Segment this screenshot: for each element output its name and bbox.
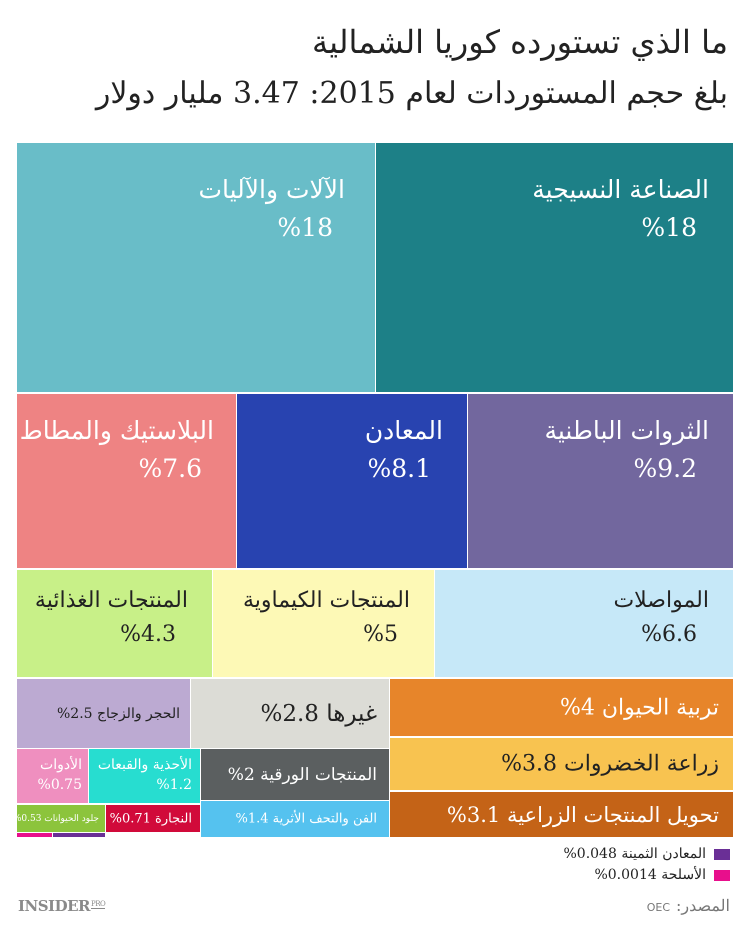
cell-paper: المنتجات الورقية 2% bbox=[200, 748, 390, 801]
page-subtitle: بلغ حجم المستوردات لعام 2015: 3.47 مليار… bbox=[95, 76, 728, 111]
cell-stone: الحجر والزجاج 2.5% bbox=[16, 678, 191, 749]
cell-other: غيرها 2.8% bbox=[190, 678, 390, 749]
cell-label: الحجر والزجاج 2.5% bbox=[56, 705, 180, 722]
legend-swatch-icon bbox=[714, 869, 730, 881]
source-label: المصدر: bbox=[676, 896, 730, 915]
cell-label: المعادن bbox=[364, 416, 443, 445]
cell-plastics: البلاستيك والمطاط %7.6 bbox=[16, 393, 237, 569]
legend-label: الأسلحة 0.0014% bbox=[594, 867, 706, 883]
cell-label: زراعة الخضروات 3.8% bbox=[501, 751, 719, 777]
cell-textile: الصناعة النسيجية %18 bbox=[375, 142, 734, 393]
cell-value: %7.6 bbox=[138, 454, 202, 483]
cell-label: تربية الحيوان 4% bbox=[560, 695, 719, 720]
cell-label: الآلات والآليات bbox=[198, 175, 345, 204]
cell-label: المواصلات bbox=[613, 588, 709, 613]
cell-footwear: الأحذية والقبعات %1.2 bbox=[88, 748, 201, 804]
brand-name: INSIDER bbox=[18, 897, 90, 915]
cell-metals: المعادن %8.1 bbox=[236, 393, 468, 569]
cell-label: جلود الحيوانات 0.53% bbox=[17, 813, 99, 824]
cell-chemicals: المنتجات الكيماوية %5 bbox=[212, 569, 435, 678]
source-value: OEC bbox=[646, 901, 671, 914]
brand-logo: INSIDERPRO bbox=[18, 897, 106, 915]
brand-suffix: PRO bbox=[90, 900, 106, 909]
cell-label: المنتجات الكيماوية bbox=[243, 588, 410, 613]
cell-skins: جلود الحيوانات 0.53% bbox=[16, 804, 106, 833]
cell-animal: تربية الحيوان 4% bbox=[389, 678, 734, 737]
cell-value: %4.3 bbox=[120, 622, 176, 647]
cell-label: الأحذية والقبعات bbox=[97, 757, 192, 773]
page-title: ما الذي تستورده كوريا الشمالية bbox=[311, 23, 728, 61]
cell-value: %0.75 bbox=[37, 777, 82, 793]
cell-agri: تحويل المنتجات الزراعية 3.1% bbox=[389, 791, 734, 838]
cell-label: تحويل المنتجات الزراعية 3.1% bbox=[446, 802, 719, 827]
cell-machines: الآلات والآليات %18 bbox=[16, 142, 376, 393]
source-credit: المصدر: OEC bbox=[647, 896, 730, 915]
cell-art: الفن والتحف الأثرية 1.4% bbox=[200, 800, 390, 838]
legend-item-precious: المعادن الثمينة 0.048% bbox=[563, 846, 730, 862]
cell-value: %18 bbox=[277, 213, 333, 242]
cell-value: %6.6 bbox=[641, 622, 697, 647]
cell-label: البلاستيك والمطاط bbox=[19, 416, 214, 445]
legend-item-weapons: الأسلحة 0.0014% bbox=[594, 867, 730, 883]
cell-weapons bbox=[16, 832, 53, 838]
cell-value: %18 bbox=[641, 213, 697, 242]
cell-tools: الأدوات %0.75 bbox=[16, 748, 89, 804]
cell-label: الثروات الباطنية bbox=[544, 416, 709, 445]
cell-label: الأدوات bbox=[40, 757, 82, 773]
cell-transport: المواصلات %6.6 bbox=[434, 569, 734, 678]
legend-label: المعادن الثمينة 0.048% bbox=[563, 846, 706, 862]
cell-label: المنتجات الورقية 2% bbox=[227, 764, 377, 785]
cell-label: النجارة 0.71% bbox=[109, 811, 192, 826]
cell-label: الصناعة النسيجية bbox=[532, 175, 709, 204]
cell-value: %9.2 bbox=[633, 454, 697, 483]
cell-label: غيرها 2.8% bbox=[260, 700, 377, 727]
cell-value: %8.1 bbox=[367, 454, 431, 483]
cell-food: المنتجات الغذائية %4.3 bbox=[16, 569, 213, 678]
cell-vegetable: زراعة الخضروات 3.8% bbox=[389, 737, 734, 791]
cell-value: %5 bbox=[363, 622, 398, 647]
cell-label: المنتجات الغذائية bbox=[34, 588, 188, 613]
cell-wood: النجارة 0.71% bbox=[105, 804, 201, 833]
cell-mineral: الثروات الباطنية %9.2 bbox=[467, 393, 734, 569]
legend-swatch-icon bbox=[714, 848, 730, 860]
cell-precious bbox=[52, 832, 106, 838]
cell-label: الفن والتحف الأثرية 1.4% bbox=[235, 811, 377, 827]
cell-value: %1.2 bbox=[156, 777, 192, 793]
